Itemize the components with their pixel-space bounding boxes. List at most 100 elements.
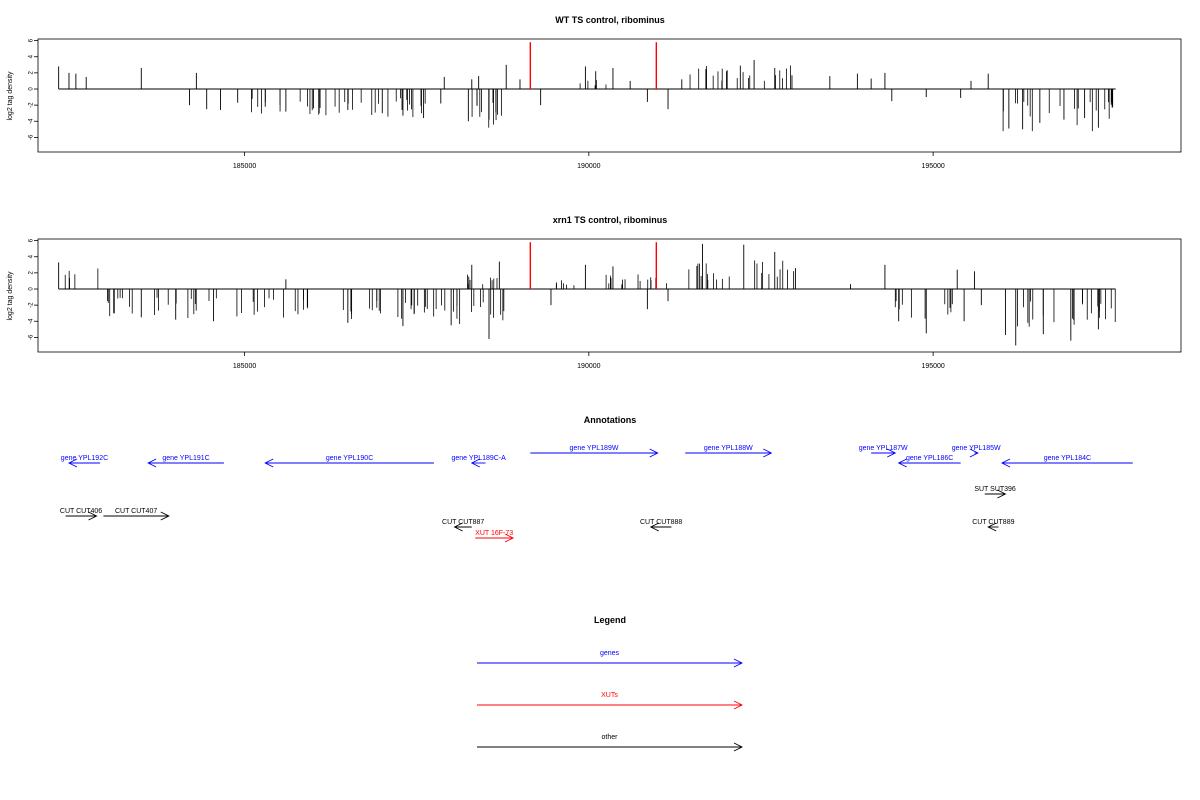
annotation-feature: CUT CUT407 bbox=[103, 508, 170, 521]
annotation-feature: gene YPL190C bbox=[264, 455, 434, 468]
x-tick-label: 195000 bbox=[921, 163, 944, 170]
y-tick-label: -4 bbox=[29, 118, 35, 124]
y-tick-label: -6 bbox=[29, 334, 35, 340]
feature-arrowhead bbox=[969, 448, 979, 458]
xrn1-y-axis-label: log2 tag density bbox=[7, 271, 14, 321]
wt-track-title: WT TS control, ribominus bbox=[555, 15, 665, 25]
legend-label: genes bbox=[600, 650, 620, 657]
feature-arrowhead bbox=[887, 448, 897, 458]
feature-arrowhead bbox=[649, 448, 659, 458]
annotation-feature: gene YPL192C bbox=[61, 455, 108, 468]
wt-highlight-marks bbox=[529, 42, 658, 89]
y-tick-label: -2 bbox=[29, 102, 35, 108]
feature-label: gene YPL186C bbox=[906, 455, 953, 462]
xrn1-y-axis: 6 4 2 0 -2 -4 -6 bbox=[29, 238, 38, 340]
feature-label: gene YPL187W bbox=[859, 445, 908, 452]
feature-label: gene YPL192C bbox=[61, 455, 108, 462]
feature-label: CUT CUT887 bbox=[442, 519, 484, 526]
feature-arrowhead bbox=[453, 522, 463, 532]
annotation-feature: XUT 16F-73 bbox=[475, 530, 515, 543]
legend-label: XUTs bbox=[601, 692, 618, 699]
wt-y-axis: 6 4 2 0 -2 -4 -6 bbox=[29, 38, 38, 140]
annotations-title: Annotations bbox=[584, 415, 637, 425]
feature-label: SUT SUT396 bbox=[974, 486, 1016, 493]
feature-arrowhead bbox=[897, 458, 907, 468]
feature-label: CUT CUT888 bbox=[640, 519, 682, 526]
feature-label: gene YPL184C bbox=[1044, 455, 1091, 462]
wt-track-panel: WT TS control, ribominus log2 tag densit… bbox=[7, 15, 1182, 170]
y-tick-label: 2 bbox=[29, 71, 35, 75]
x-tick-label: 190000 bbox=[577, 163, 600, 170]
y-tick-label: -6 bbox=[29, 134, 35, 140]
legend-item: genes bbox=[477, 650, 744, 668]
annotation-feature: gene YPL184C bbox=[1000, 455, 1133, 468]
xrn1-x-axis: 185000 190000 195000 bbox=[233, 352, 945, 370]
feature-arrowhead bbox=[504, 533, 515, 543]
feature-arrowhead bbox=[987, 522, 997, 532]
feature-arrowhead bbox=[160, 511, 170, 521]
feature-label: gene YPL191C bbox=[162, 455, 209, 462]
feature-arrowhead bbox=[1000, 458, 1011, 468]
y-tick-label: 0 bbox=[29, 287, 35, 291]
legend-panel: Legend genes XUTs other bbox=[477, 615, 744, 752]
annotation-feature: gene YPL186C bbox=[897, 455, 961, 468]
feature-arrowhead bbox=[147, 458, 157, 468]
feature-arrowhead bbox=[763, 448, 773, 458]
wt-x-axis: 185000 190000 195000 bbox=[233, 152, 945, 170]
legend-arrowhead bbox=[733, 700, 744, 710]
feature-label: gene YPL190C bbox=[326, 455, 373, 462]
xrn1-plot-frame bbox=[37, 238, 1182, 353]
feature-label: CUT CUT407 bbox=[115, 508, 157, 515]
feature-label: gene YPL185W bbox=[952, 445, 1001, 452]
y-tick-label: 6 bbox=[29, 38, 35, 42]
annotations-panel: Annotations gene YPL192C gene YPL191C gene… bbox=[60, 415, 1133, 543]
feature-label: XUT 16F-73 bbox=[475, 530, 513, 537]
feature-label: gene YPL189C-A bbox=[451, 455, 506, 462]
annotation-features: gene YPL192C gene YPL191C gene YPL190C gene… bbox=[60, 445, 1133, 543]
y-tick-label: 4 bbox=[29, 54, 35, 58]
wt-signal-bars bbox=[58, 59, 1114, 132]
xrn1-track-title: xrn1 TS control, ribominus bbox=[553, 215, 668, 225]
annotation-feature: gene YPL185W bbox=[952, 445, 1001, 458]
y-tick-label: -4 bbox=[29, 318, 35, 324]
legend-item: XUTs bbox=[477, 692, 744, 710]
xrn1-track-panel: xrn1 TS control, ribominus log2 tag dens… bbox=[7, 215, 1182, 370]
legend-label: other bbox=[602, 734, 619, 741]
annotation-feature: gene YPL188W bbox=[685, 445, 773, 458]
annotation-feature: SUT SUT396 bbox=[974, 486, 1016, 499]
feature-arrowhead bbox=[649, 522, 660, 532]
annotation-feature: gene YPL191C bbox=[147, 455, 224, 468]
y-tick-label: 0 bbox=[29, 87, 35, 91]
annotation-feature: gene YPL189C-A bbox=[451, 455, 506, 468]
feature-arrowhead bbox=[470, 458, 480, 468]
xrn1-signal-bars bbox=[58, 243, 1116, 346]
legend-items: genes XUTs other bbox=[477, 650, 744, 752]
legend-arrowhead bbox=[733, 742, 744, 752]
y-tick-label: -2 bbox=[29, 302, 35, 308]
wt-y-axis-label: log2 tag density bbox=[7, 71, 14, 121]
annotation-feature: CUT CUT888 bbox=[640, 519, 682, 532]
feature-arrowhead bbox=[264, 458, 274, 468]
x-tick-label: 185000 bbox=[233, 163, 256, 170]
xrn1-highlight-marks bbox=[529, 242, 658, 289]
feature-label: gene YPL188W bbox=[704, 445, 753, 452]
annotation-feature: CUT CUT889 bbox=[972, 519, 1015, 532]
legend-item: other bbox=[477, 734, 744, 752]
feature-label: gene YPL189W bbox=[570, 445, 619, 452]
y-tick-label: 2 bbox=[29, 271, 35, 275]
y-tick-label: 6 bbox=[29, 238, 35, 242]
x-tick-label: 190000 bbox=[577, 363, 600, 370]
legend-arrowhead bbox=[733, 658, 744, 668]
annotation-feature: CUT CUT887 bbox=[442, 519, 484, 532]
feature-label: CUT CUT889 bbox=[972, 519, 1014, 526]
y-tick-label: 4 bbox=[29, 254, 35, 258]
annotation-feature: gene YPL187W bbox=[859, 445, 908, 458]
feature-arrowhead bbox=[997, 489, 1007, 499]
wt-plot-frame bbox=[37, 38, 1182, 153]
legend-title: Legend bbox=[594, 615, 626, 625]
feature-arrowhead bbox=[67, 458, 78, 468]
x-tick-label: 195000 bbox=[921, 363, 944, 370]
x-tick-label: 185000 bbox=[233, 363, 256, 370]
annotation-feature: gene YPL189W bbox=[530, 445, 659, 458]
